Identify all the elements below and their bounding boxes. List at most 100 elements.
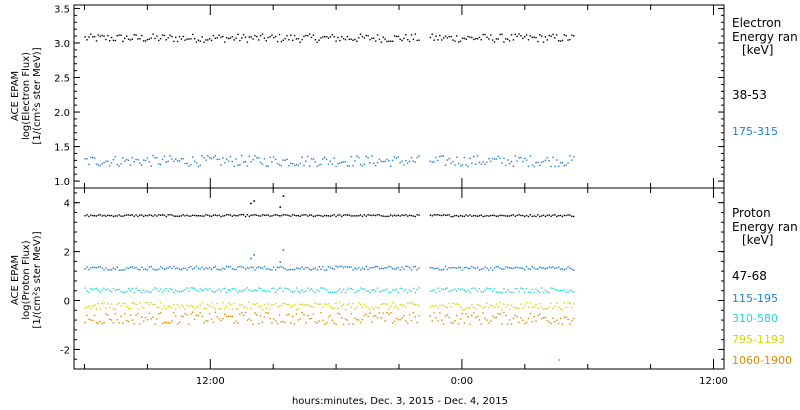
- proton-point-310-580: [403, 290, 405, 292]
- proton-point-1060-1900: [150, 318, 152, 320]
- proton-point-310-580: [186, 287, 188, 289]
- proton-point-115-195: [556, 267, 558, 269]
- proton-point-795-1193: [465, 307, 467, 310]
- electron-point-175-315: [476, 155, 479, 157]
- proton-point-310-580: [573, 291, 575, 293]
- proton-point-115-195: [405, 265, 407, 268]
- proton-point-310-580: [261, 289, 264, 292]
- electron-point-38-53: [241, 37, 243, 39]
- proton-point-47-68: [167, 214, 169, 216]
- proton-point-115-195: [318, 266, 320, 268]
- electron-point-175-315: [186, 163, 188, 165]
- proton-point-1060-1900: [403, 315, 405, 317]
- electron-point-175-315: [352, 164, 354, 167]
- proton-point-47-68: [542, 214, 545, 216]
- proton-point-310-580: [122, 291, 124, 293]
- proton-point-47-68: [244, 215, 247, 218]
- proton-point-1060-1900: [491, 315, 494, 317]
- proton-point-115-195: [523, 269, 526, 271]
- proton-point-47-68: [386, 215, 388, 218]
- proton-point-310-580: [390, 291, 392, 293]
- proton-point-310-580: [550, 287, 552, 289]
- proton-point-115-195: [225, 265, 228, 268]
- proton-point-310-580: [354, 291, 356, 294]
- proton-point-115-195: [107, 268, 109, 271]
- electron-point-38-53: [435, 35, 437, 37]
- electron-point-175-315: [505, 164, 507, 167]
- proton-point-1060-1900: [195, 314, 198, 316]
- proton-point-795-1193: [329, 305, 332, 308]
- proton-point-115-195: [139, 269, 141, 271]
- proton-point-115-195: [350, 266, 352, 268]
- proton-point-115-195: [369, 267, 371, 269]
- proton-point-1060-1900: [190, 313, 192, 316]
- proton-point-1060-1900: [446, 314, 449, 316]
- electron-point-38-53: [305, 34, 307, 37]
- proton-legend-1060-1900: 1060-1900: [732, 354, 792, 367]
- proton-point-310-580: [365, 290, 367, 292]
- electron-point-175-315: [263, 157, 266, 160]
- electron-point-175-315: [544, 159, 547, 161]
- electron-point-38-53: [233, 39, 235, 41]
- proton-point-310-580: [482, 291, 484, 293]
- proton-point-115-195: [380, 267, 383, 270]
- proton-point-115-195: [403, 268, 405, 271]
- electron-point-38-53: [146, 38, 149, 41]
- electron-point-38-53: [359, 33, 362, 35]
- electron-point-38-53: [297, 38, 300, 40]
- proton-point-310-580: [412, 287, 415, 290]
- proton-point-310-580: [439, 290, 441, 293]
- proton-point-115-195: [305, 266, 307, 269]
- proton-point-47-68: [342, 214, 345, 217]
- proton-point-795-1193: [210, 301, 213, 304]
- proton-point-1060-1900: [516, 316, 518, 318]
- proton-point-115-195: [482, 268, 484, 270]
- proton-point-795-1193: [459, 306, 462, 308]
- electron-point-38-53: [176, 40, 179, 43]
- proton-point-1060-1900: [482, 312, 484, 314]
- electron-point-175-315: [452, 160, 454, 163]
- proton-point-115-195: [101, 267, 103, 269]
- electron-point-38-53: [508, 40, 511, 42]
- proton-point-310-580: [510, 291, 513, 294]
- proton-point-310-580: [476, 290, 479, 293]
- electron-point-38-53: [114, 39, 117, 42]
- electron-point-38-53: [282, 39, 284, 41]
- proton-point-47-68: [263, 214, 266, 217]
- electron-point-175-315: [248, 155, 250, 158]
- proton-point-47-68: [154, 214, 156, 216]
- proton-point-115-195: [303, 268, 305, 270]
- proton-point-795-1193: [93, 304, 96, 306]
- proton-point-310-580: [248, 289, 250, 291]
- electron-point-175-315: [382, 160, 384, 163]
- proton-point-115-195: [507, 266, 509, 269]
- proton-point-115-195: [469, 267, 471, 270]
- proton-point-47-68: [320, 215, 322, 217]
- proton-point-47-68: [444, 214, 447, 216]
- proton-point-310-580: [159, 288, 162, 291]
- proton-point-795-1193: [395, 305, 398, 308]
- proton-point-310-580: [327, 291, 330, 293]
- proton-point-47-68: [256, 214, 258, 217]
- proton-point-310-580: [501, 291, 503, 294]
- x-axis-label: hours:minutes, Dec. 3, 2015 - Dec. 4, 20…: [292, 396, 508, 407]
- electron-point-38-53: [514, 33, 516, 36]
- proton-point-115-195: [567, 265, 569, 268]
- proton-point-795-1193: [193, 308, 196, 310]
- electron-point-175-315: [184, 162, 186, 165]
- proton-point-1060-1900: [508, 319, 511, 321]
- proton-point-1060-1900: [263, 316, 266, 318]
- proton-point-47-68: [454, 214, 456, 217]
- proton-point-47-68: [367, 214, 369, 216]
- proton-point-310-580: [388, 291, 390, 293]
- proton-point-115-195: [280, 265, 283, 268]
- electron-point-175-315: [529, 155, 532, 157]
- proton-point-47-68: [291, 213, 294, 216]
- proton-point-795-1193: [112, 308, 115, 310]
- proton-point-795-1193: [248, 301, 250, 304]
- proton-point-1060-1900: [540, 318, 543, 320]
- proton-point-1060-1900: [305, 322, 307, 324]
- proton-point-310-580: [448, 291, 450, 293]
- proton-point-1060-1900: [539, 313, 541, 315]
